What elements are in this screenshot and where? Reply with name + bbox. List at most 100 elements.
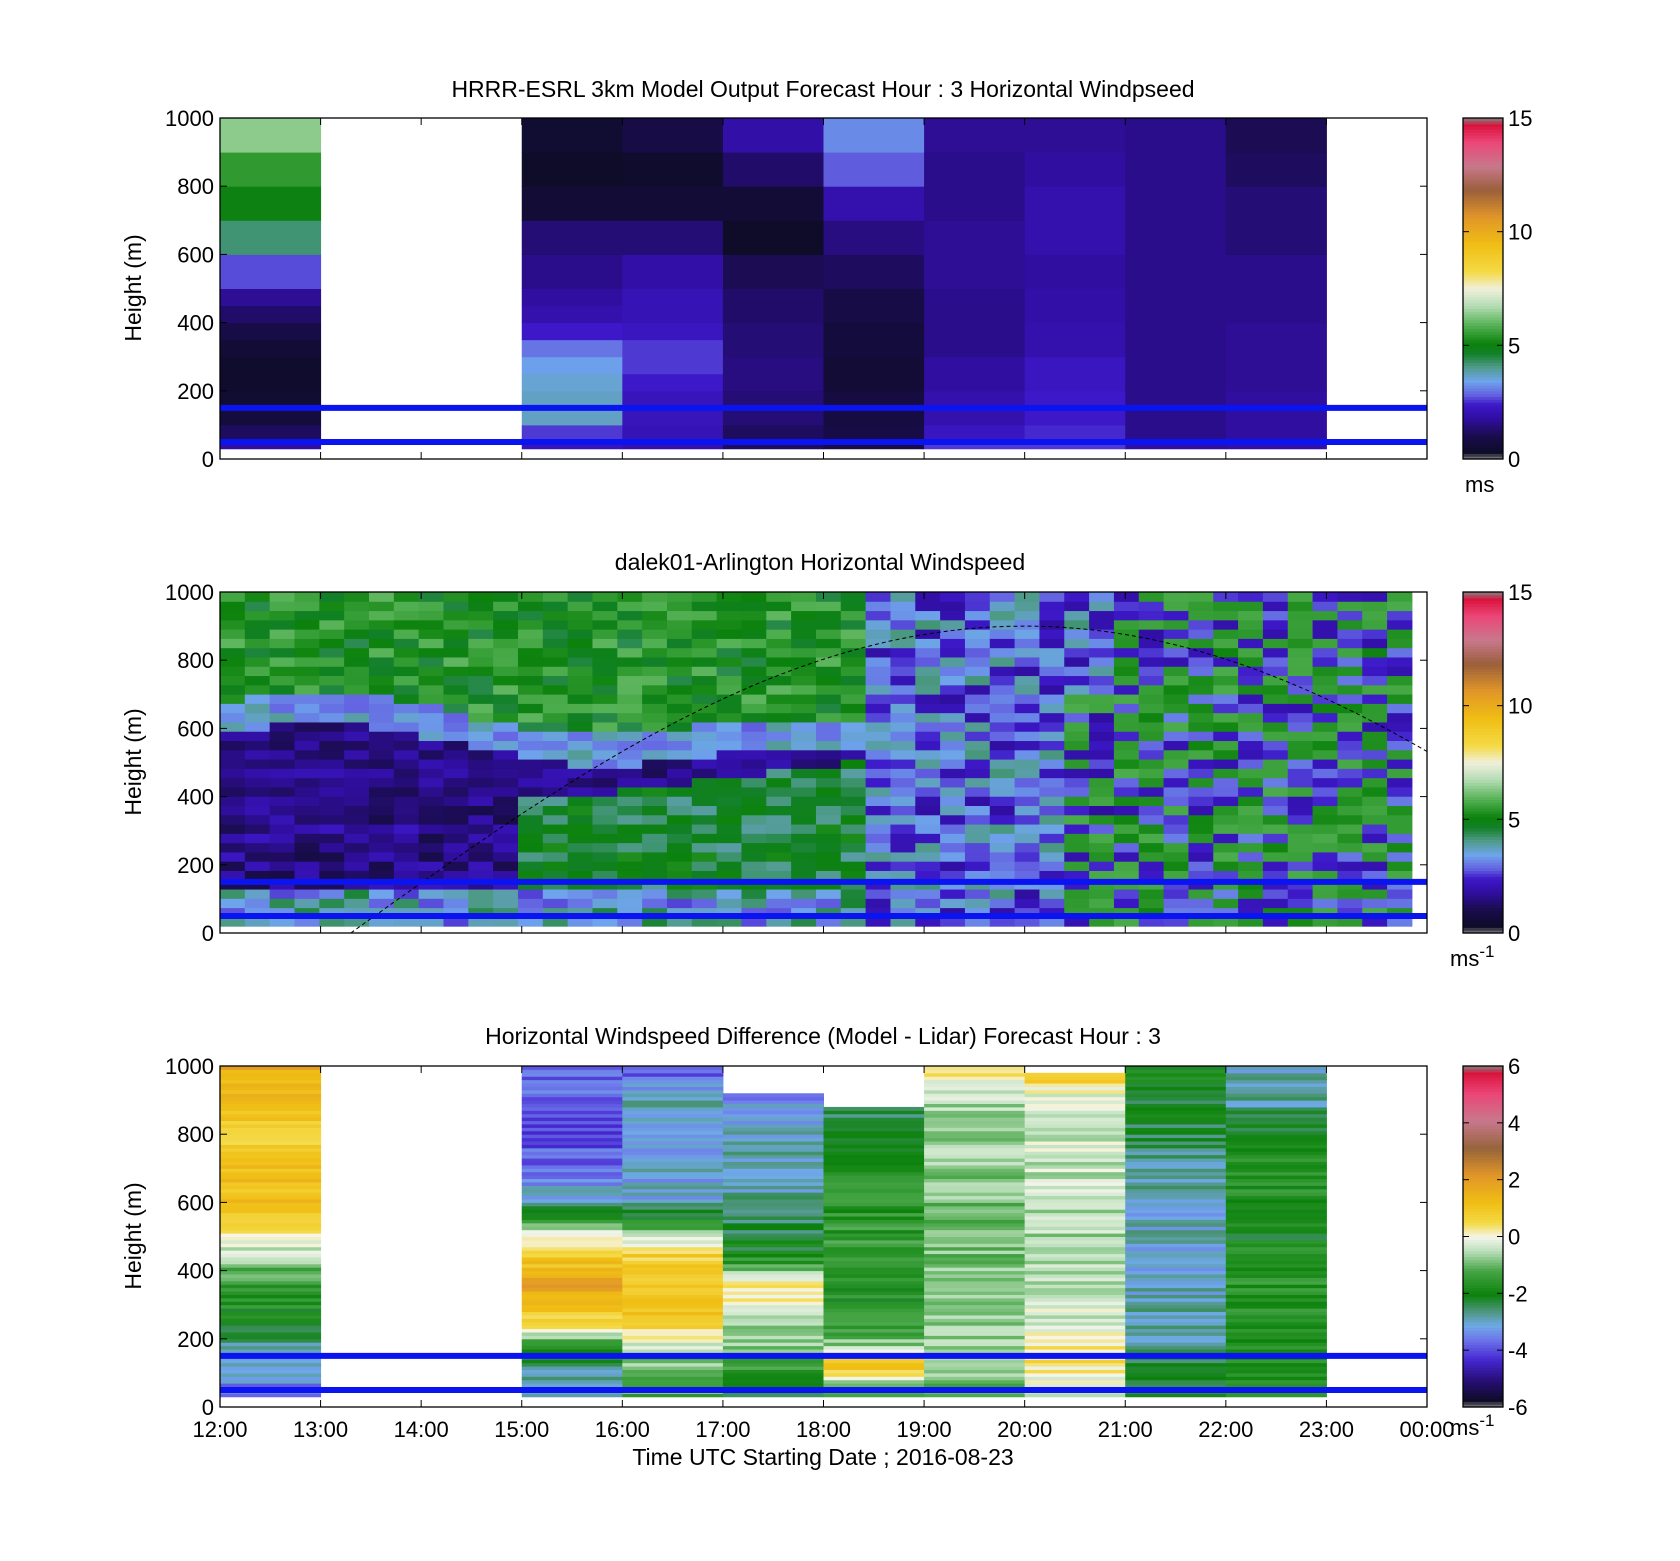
- heatmap-cell: [716, 694, 742, 704]
- heatmap-cell: [716, 796, 742, 807]
- heatmap-cell: [567, 647, 593, 658]
- colorbar-segment: [1463, 1165, 1503, 1169]
- heatmap-cell: [220, 1161, 322, 1166]
- colorbar-segment: [1463, 1401, 1503, 1405]
- heatmap-cell: [1039, 833, 1065, 844]
- heatmap-cell: [344, 824, 370, 834]
- colorbar-segment: [1463, 1108, 1503, 1113]
- heatmap-cell: [1387, 796, 1413, 807]
- heatmap-cell: [940, 619, 966, 630]
- heatmap-cell: [1089, 842, 1115, 853]
- heatmap-cell: [220, 731, 246, 742]
- heatmap-cell: [840, 898, 867, 909]
- heatmap-cell: [521, 1188, 623, 1193]
- heatmap-cell: [468, 805, 494, 816]
- heatmap-cell: [1213, 796, 1239, 807]
- heatmap-cell: [840, 833, 867, 844]
- colorbar-segment: [1463, 768, 1503, 772]
- heatmap-cell: [617, 694, 643, 704]
- heatmap-cell: [924, 1304, 1026, 1309]
- heatmap-cell: [1225, 1202, 1327, 1207]
- heatmap-cell: [418, 749, 444, 760]
- heatmap-cell: [1125, 1376, 1227, 1381]
- heatmap-cell: [1024, 356, 1126, 392]
- heatmap-cell: [521, 1205, 623, 1210]
- heatmap-cell: [1125, 1222, 1227, 1227]
- heatmap-cell: [840, 777, 867, 788]
- heatmap-cell: [823, 1366, 925, 1370]
- heatmap-cell: [622, 1134, 724, 1139]
- heatmap-cell: [865, 721, 891, 732]
- heatmap-cell: [865, 805, 891, 816]
- heatmap-cell: [1362, 861, 1388, 871]
- heatmap-cell: [1138, 629, 1165, 639]
- heatmap-cell: [840, 675, 867, 686]
- heatmap-cell: [741, 731, 767, 742]
- heatmap-cell: [1125, 1147, 1227, 1152]
- heatmap-cell: [716, 851, 742, 862]
- colorbar-segment: [1463, 214, 1503, 219]
- heatmap-cell: [722, 1175, 824, 1180]
- heatmap-cell: [1262, 592, 1289, 602]
- heatmap-cell: [567, 786, 593, 797]
- heatmap-cell: [691, 777, 718, 788]
- heatmap-cell: [1225, 1366, 1327, 1370]
- heatmap-cell: [1238, 759, 1264, 769]
- heatmap-cell: [517, 786, 544, 797]
- heatmap-cell: [1337, 870, 1363, 881]
- heatmap-cell: [1163, 675, 1189, 686]
- heatmap-cell: [1014, 907, 1040, 918]
- heatmap-cell: [1089, 675, 1115, 686]
- heatmap-cell: [1312, 768, 1338, 779]
- heatmap-cell: [220, 601, 246, 612]
- heatmap-cell: [517, 731, 544, 742]
- heatmap-cell: [269, 805, 295, 816]
- colorbar-segment: [1463, 132, 1503, 136]
- heatmap-cell: [521, 288, 623, 307]
- heatmap-cell: [716, 870, 742, 881]
- heatmap-cell: [1125, 1120, 1227, 1125]
- heatmap-cell: [1014, 721, 1040, 732]
- heatmap-cell: [493, 656, 519, 667]
- heatmap-cell: [989, 861, 1016, 871]
- colorbar-segment: [1463, 1381, 1503, 1385]
- heatmap-cell: [741, 647, 767, 658]
- heatmap-cell: [1014, 786, 1040, 797]
- heatmap-cell: [924, 1161, 1026, 1166]
- heatmap-cell: [344, 749, 370, 760]
- heatmap-cell: [521, 1161, 623, 1166]
- colorbar-segment: [1463, 427, 1503, 432]
- heatmap-cell: [741, 907, 767, 918]
- heatmap-cell: [517, 824, 544, 834]
- heatmap-cell: [517, 898, 544, 909]
- heatmap-cell: [1163, 740, 1189, 751]
- heatmap-cell: [592, 898, 618, 909]
- colorbar-segment: [1463, 853, 1503, 857]
- heatmap-cell: [924, 1219, 1026, 1224]
- colorbar-segment: [1463, 1066, 1503, 1070]
- heatmap-cell: [319, 721, 345, 732]
- heatmap-cell: [542, 851, 569, 862]
- heatmap-cell: [1039, 638, 1065, 649]
- heatmap-cell: [220, 1106, 322, 1111]
- heatmap-cell: [567, 777, 593, 788]
- colorbar-segment: [1463, 634, 1503, 639]
- panel-difference: Horizontal Windspeed Difference (Model -…: [120, 1023, 1528, 1470]
- heatmap-cell: [1312, 833, 1338, 844]
- heatmap-cell: [1014, 916, 1040, 927]
- heatmap-cell: [319, 638, 345, 649]
- heatmap-cell: [1225, 1103, 1327, 1108]
- heatmap-cell: [1362, 619, 1388, 630]
- heatmap-cell: [294, 759, 320, 769]
- heatmap-cell: [622, 1314, 724, 1319]
- heatmap-cell: [1138, 870, 1165, 881]
- heatmap-cell: [1125, 1216, 1227, 1220]
- heatmap-cell: [443, 851, 469, 862]
- heatmap-cell: [823, 1308, 925, 1313]
- colorbar-segment: [1463, 1324, 1503, 1329]
- heatmap-cell: [924, 1253, 1026, 1258]
- colorbar-segment: [1463, 640, 1503, 644]
- heatmap-cell: [269, 842, 295, 853]
- heatmap-cell: [542, 610, 569, 621]
- heatmap-cell: [220, 703, 246, 714]
